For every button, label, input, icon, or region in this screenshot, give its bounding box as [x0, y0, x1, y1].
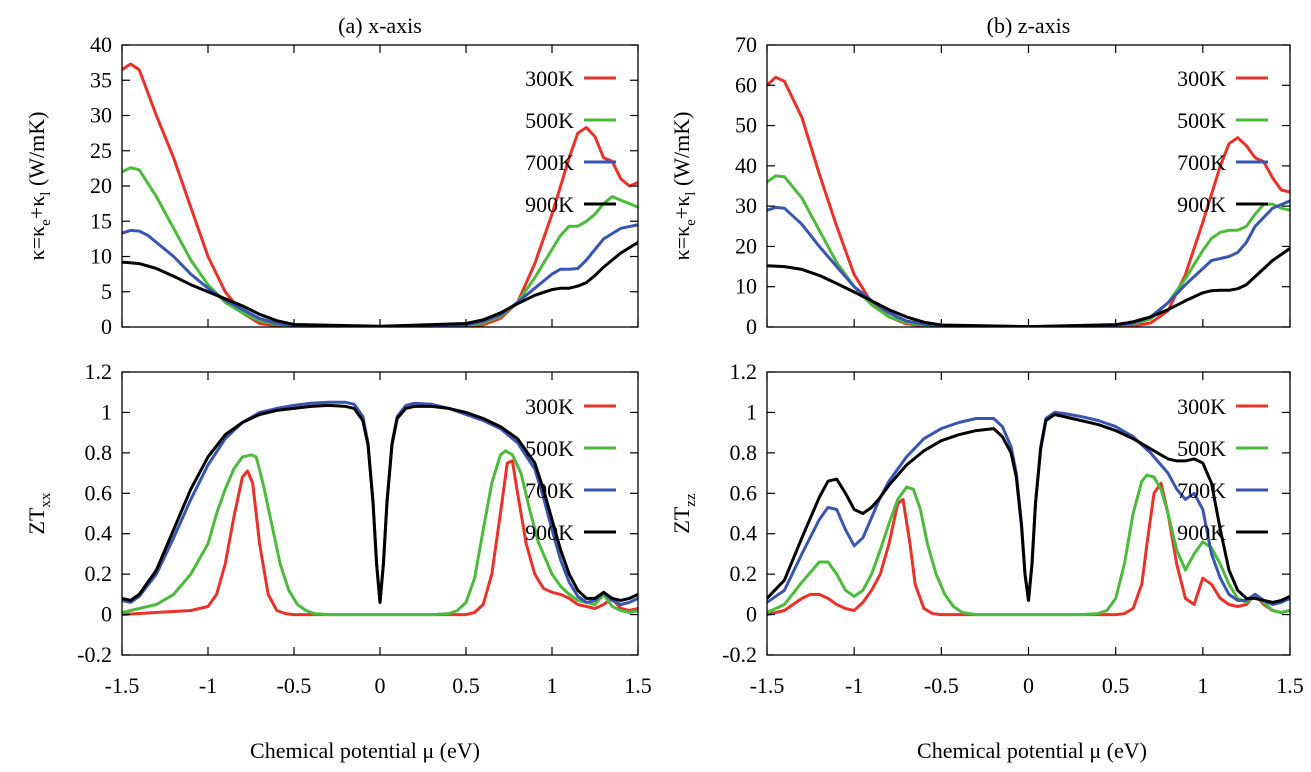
y-axis-label: ZTxx [24, 492, 54, 534]
y-axis-label: κ=κe+κl (W/mK) [669, 112, 699, 261]
series-line-700k [767, 199, 1290, 327]
y-tick-label: 30 [735, 193, 757, 218]
panel-title: (a) x-axis [338, 13, 422, 38]
y-tick-label: 1.2 [730, 359, 758, 384]
x-axis-label-right: Chemical potential μ (eV) [917, 738, 1147, 763]
y-tick-label: 35 [90, 67, 112, 92]
legend-label-700k: 700K [1177, 478, 1226, 503]
y-tick-label: 70 [735, 32, 757, 57]
y-tick-label: 20 [90, 173, 112, 198]
y-tick-label: 20 [735, 233, 757, 258]
y-tick-label: 0.2 [730, 561, 758, 586]
y-tick-label: 0.8 [730, 440, 758, 465]
x-tick-label: -1 [199, 673, 217, 698]
legend-label-500k: 500K [525, 436, 574, 461]
y-axis-label: κ=κe+κl (W/mK) [24, 112, 54, 261]
x-tick-label: 0 [1023, 673, 1034, 698]
y-tick-label: 1 [746, 399, 757, 424]
series-line-300k [767, 481, 1290, 617]
legend-label-700k: 700K [1177, 150, 1226, 175]
y-tick-label: 0.4 [85, 521, 113, 546]
x-tick-label: 1.5 [1276, 673, 1304, 698]
legend-label-900k: 900K [525, 520, 574, 545]
legend-label-900k: 900K [525, 192, 574, 217]
y-tick-label: 0 [101, 602, 112, 627]
series-line-900k [767, 246, 1290, 327]
x-tick-label: 0.5 [1102, 673, 1130, 698]
series-line-900k [767, 413, 1290, 604]
y-tick-label: 0 [746, 314, 757, 339]
y-tick-label: 10 [735, 274, 757, 299]
y-tick-label: 40 [90, 32, 112, 57]
y-tick-label: 50 [735, 113, 757, 138]
x-tick-label: -1.5 [105, 673, 140, 698]
y-tick-label: 0 [746, 602, 757, 627]
panel-zt-xx: -0.2 0 0.2 0.4 0.6 0.8 1 1.2 -1.5 -1 -0.5 0 0.5 1 1.5 3… [24, 359, 652, 698]
series-line-300k [122, 459, 638, 617]
legend-label-300k: 300K [1177, 394, 1226, 419]
x-tick-label: -1 [845, 673, 863, 698]
x-tick-label: 1 [547, 673, 558, 698]
y-tick-label: 0.4 [730, 521, 758, 546]
legend-label-700k: 700K [525, 150, 574, 175]
panel-title: (b) z-axis [987, 13, 1071, 38]
y-tick-label: 15 [90, 208, 112, 233]
x-tick-label: 0 [375, 673, 386, 698]
y-tick-label: -0.2 [77, 642, 112, 667]
y-tick-label: 0 [101, 314, 112, 339]
series-line-900k [122, 403, 638, 604]
series-line-700k [122, 400, 638, 606]
y-tick-label: 30 [90, 103, 112, 128]
panel-kappa-z: 0 10 20 30 40 50 60 70 (b) z-axis 300K 500K 700K 900… [669, 13, 1291, 339]
x-tick-label: 1 [1197, 673, 1208, 698]
y-tick-label: 5 [101, 279, 112, 304]
y-tick-label: 10 [90, 244, 112, 269]
legend-label-900k: 900K [1177, 520, 1226, 545]
y-tick-label: 0.6 [730, 480, 758, 505]
x-tick-label: -0.5 [277, 673, 312, 698]
y-tick-label: 60 [735, 72, 757, 97]
series-line-900k [122, 240, 638, 327]
y-tick-label: 0.2 [85, 561, 113, 586]
legend-label-300k: 300K [525, 394, 574, 419]
panel-kappa-x: 0 5 10 15 20 25 30 35 40 (a) x-axis 300K 500K 700K 90… [24, 13, 639, 339]
legend-label-500k: 500K [1177, 108, 1226, 133]
y-tick-label: 0.6 [85, 480, 113, 505]
series-line-700k [122, 223, 638, 327]
y-tick-label: 1.2 [85, 359, 113, 384]
x-axis-label-left: Chemical potential μ (eV) [250, 738, 480, 763]
panel-zt-zz: -0.2 0 0.2 0.4 0.6 0.8 1 1.2 -1.5 -1 -0.5 0 0.5 1 1.5 3… [669, 359, 1304, 698]
legend-label-700k: 700K [525, 478, 574, 503]
y-tick-label: 1 [101, 399, 112, 424]
legend-label-900k: 900K [1177, 192, 1226, 217]
y-axis-label: ZTzz [669, 493, 699, 534]
legend-label-500k: 500K [525, 108, 574, 133]
series-line-500k [122, 449, 638, 617]
y-tick-label: 25 [90, 138, 112, 163]
x-tick-label: -0.5 [924, 673, 959, 698]
y-tick-label: 40 [735, 153, 757, 178]
x-tick-label: -1.5 [750, 673, 785, 698]
legend-label-500k: 500K [1177, 436, 1226, 461]
x-tick-label: 0.5 [452, 673, 480, 698]
legend-label-300k: 300K [525, 66, 574, 91]
series-line-500k [767, 473, 1290, 617]
y-tick-label: -0.2 [722, 642, 757, 667]
legend-label-300k: 300K [1177, 66, 1226, 91]
y-tick-label: 0.8 [85, 440, 113, 465]
x-tick-label: 1.5 [624, 673, 652, 698]
